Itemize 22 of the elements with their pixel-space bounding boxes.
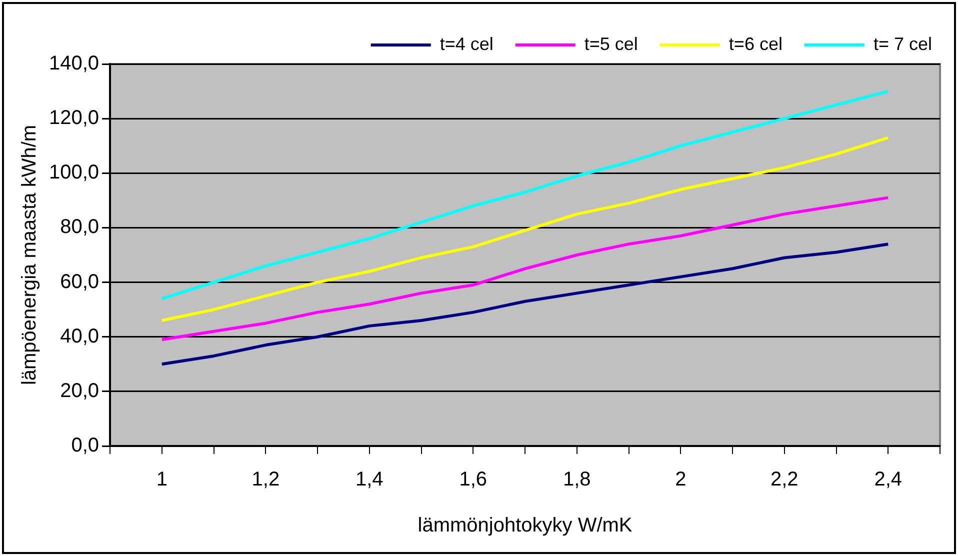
- legend-label: t=4 cel: [440, 34, 494, 54]
- y-tick-label: 120,0: [48, 107, 100, 130]
- y-axis-title: lämpöenergia maasta kWh/m: [18, 124, 41, 386]
- y-tick-label: 60,0: [60, 270, 100, 293]
- x-tick-label: 1: [156, 468, 168, 491]
- y-tick-label: 140,0: [48, 52, 100, 75]
- x-tick-label: 2,4: [874, 468, 902, 491]
- x-tick-label: 1,8: [562, 468, 591, 491]
- legend-label: t= 7 cel: [873, 34, 932, 54]
- x-tick-label: 1,4: [356, 468, 384, 491]
- y-tick-label: 40,0: [60, 325, 100, 348]
- x-tick-label: 2: [675, 468, 686, 491]
- y-tick-label: 0,0: [71, 434, 100, 457]
- x-axis-title: lämmönjohtokyky W/mK: [418, 514, 633, 537]
- y-tick-label: 20,0: [60, 380, 100, 402]
- x-tick-label: 2,2: [770, 468, 798, 491]
- x-tick-label: 1,2: [252, 468, 280, 491]
- x-tick-label: 1,6: [459, 468, 488, 491]
- legend-label: t=5 cel: [584, 34, 638, 54]
- y-tick-label: 80,0: [60, 216, 100, 238]
- y-tick-label: 100,0: [48, 162, 100, 184]
- legend-label: t=6 cel: [728, 34, 782, 54]
